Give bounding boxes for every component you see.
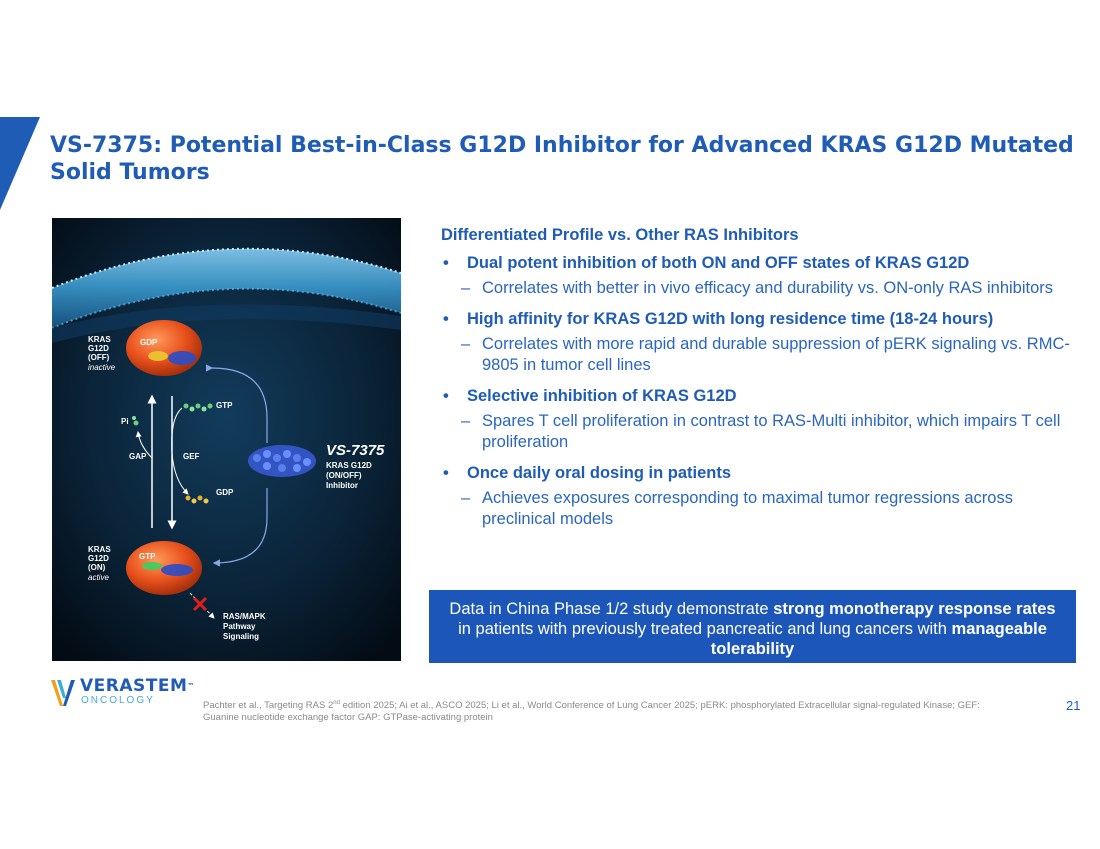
svg-text:KRAS G12D: KRAS G12D	[326, 461, 372, 470]
page-number: 21	[1066, 698, 1081, 713]
svg-text:GTP: GTP	[139, 552, 156, 561]
svg-text:Pathway: Pathway	[223, 622, 256, 631]
pi-molecule	[132, 416, 139, 426]
kras-on-protein: GTP	[126, 541, 202, 595]
bullet-item: • Dual potent inhibition of both ON and O…	[443, 254, 970, 272]
svg-text:Pi: Pi	[121, 417, 129, 426]
gtp-molecule	[183, 403, 213, 412]
svg-text:GEF: GEF	[183, 452, 200, 461]
logo-wordmark: VERASTEM™	[80, 676, 195, 696]
svg-text:GDP: GDP	[216, 488, 234, 497]
svg-text:Inhibitor: Inhibitor	[326, 481, 358, 490]
sub-item: – Correlates with better in vivo efficacy…	[461, 279, 1054, 297]
sub-item: – Achieves exposures corresponding to max…	[461, 489, 1013, 528]
sub-item: – Correlates with more rapid and durable …	[461, 335, 1070, 374]
profile-section: Differentiated Profile vs. Other RAS Inh…	[441, 224, 1081, 539]
kras-mechanism-illustration: GDP KRAS G12D (OFF) inactive GTP KRAS G1…	[52, 218, 401, 661]
svg-text:GAP: GAP	[129, 452, 147, 461]
svg-text:(OFF): (OFF)	[88, 353, 110, 362]
profile-heading: Differentiated Profile vs. Other RAS Inh…	[441, 226, 799, 244]
svg-text:(ON): (ON)	[88, 563, 106, 572]
bullet-item: • Once daily oral dosing in patients	[443, 464, 732, 482]
svg-text:RAS/MAPK: RAS/MAPK	[223, 612, 266, 621]
svg-text:G12D: G12D	[88, 554, 109, 563]
vs7375-molecule	[248, 445, 316, 477]
svg-text:KRAS: KRAS	[88, 335, 111, 344]
gdp-molecule	[185, 495, 209, 504]
sub-item: – Spares T cell proliferation in contrast…	[461, 412, 1061, 451]
slide-title: VS-7375: Potential Best-in-Class G12D In…	[50, 133, 1074, 185]
svg-text:GTP: GTP	[216, 401, 233, 410]
svg-text:inactive: inactive	[88, 363, 116, 372]
svg-text:G12D: G12D	[88, 344, 109, 353]
verastem-mark-icon	[51, 680, 75, 706]
svg-text:active: active	[88, 573, 109, 582]
svg-text:Signaling: Signaling	[223, 632, 259, 641]
bullet-item: • High affinity for KRAS G12D with long r…	[443, 310, 994, 328]
verastem-logo: VERASTEM™ ONCOLOGY	[50, 676, 194, 710]
footnote: Pachter et al., Targeting RAS 2nd editio…	[203, 700, 980, 724]
logo-subtitle: ONCOLOGY	[81, 695, 155, 706]
kras-off-protein: GDP	[126, 320, 202, 376]
svg-text:GDP: GDP	[140, 338, 158, 347]
bullet-item: • Selective inhibition of KRAS G12D	[443, 387, 737, 405]
svg-text:KRAS: KRAS	[88, 545, 111, 554]
svg-text:(ON/OFF): (ON/OFF)	[326, 471, 362, 480]
svg-text:VS-7375: VS-7375	[326, 442, 385, 459]
blocked-x-icon	[192, 596, 208, 612]
callout-box: Data in China Phase 1/2 study demonstrat…	[429, 590, 1076, 663]
